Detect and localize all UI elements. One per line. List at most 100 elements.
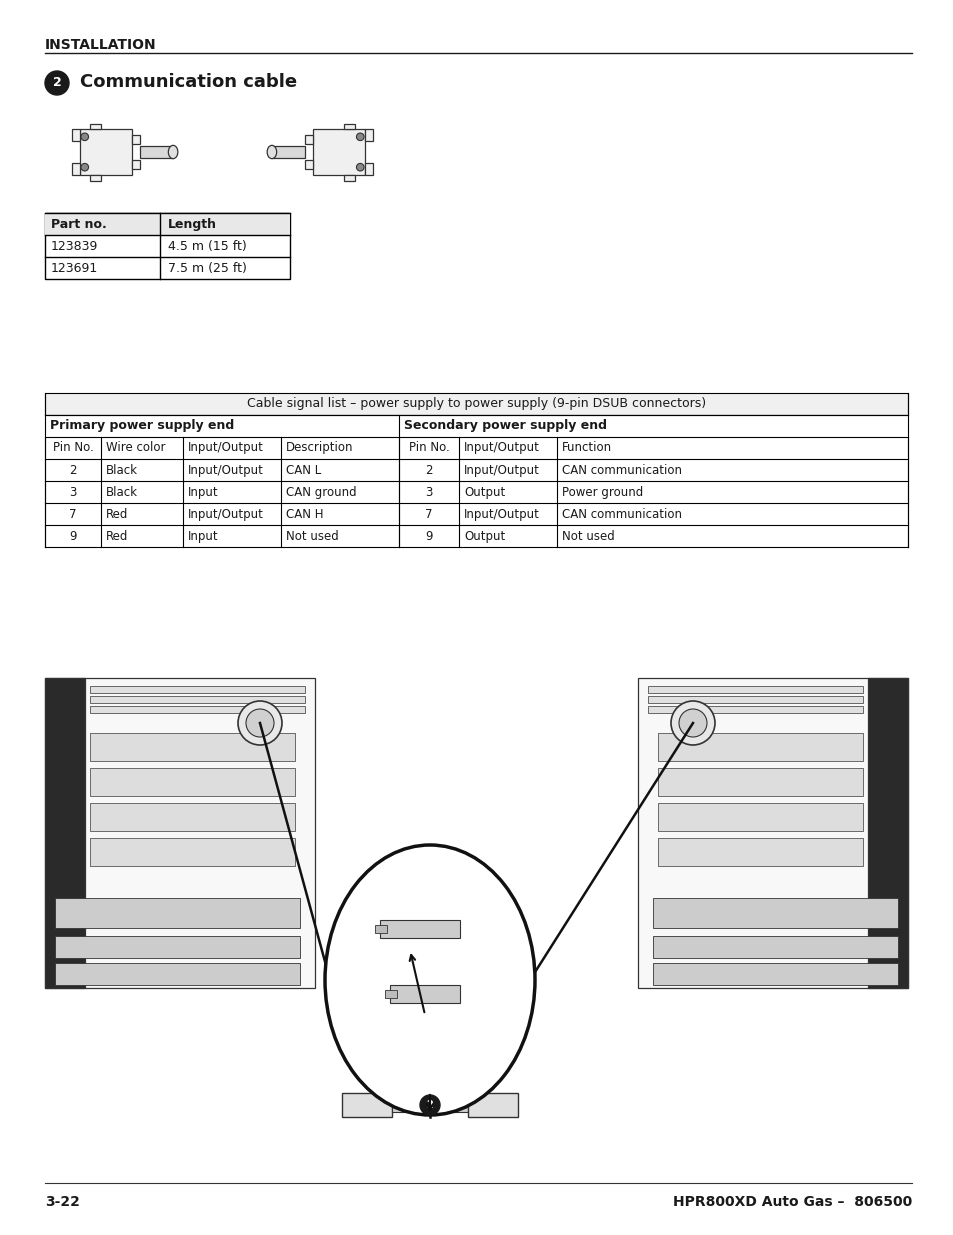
Text: Part no.: Part no. [51, 219, 107, 231]
Bar [272, 146, 305, 158]
Bar [45, 212, 290, 279]
Bar [45, 212, 290, 235]
Bar [652, 936, 897, 958]
Bar [90, 706, 305, 713]
Text: CAN communication: CAN communication [561, 464, 681, 477]
Bar [647, 697, 862, 703]
Text: Cable signal list – power supply to power supply (9-pin DSUB connectors): Cable signal list – power supply to powe… [247, 396, 705, 410]
Text: Input/Output: Input/Output [463, 464, 539, 477]
Text: Input/Output: Input/Output [188, 464, 264, 477]
Bar [647, 706, 862, 713]
Bar [45, 678, 85, 988]
Text: Secondary power supply end: Secondary power supply end [403, 419, 606, 432]
Bar [658, 734, 862, 761]
Text: CAN communication: CAN communication [561, 508, 681, 521]
Bar [652, 898, 897, 927]
Bar [867, 678, 907, 988]
Text: Black: Black [106, 464, 138, 477]
Circle shape [356, 133, 364, 141]
Bar [313, 130, 365, 175]
Bar [305, 135, 313, 144]
Text: Input/Output: Input/Output [463, 441, 539, 454]
Bar [365, 130, 373, 141]
Circle shape [356, 163, 364, 170]
Bar [658, 803, 862, 831]
Text: 4.5 m (15 ft): 4.5 m (15 ft) [168, 240, 247, 253]
Circle shape [237, 701, 282, 745]
Bar [140, 146, 172, 158]
Bar [90, 685, 305, 693]
Bar [448, 1098, 468, 1112]
Text: Pin No.: Pin No. [408, 441, 449, 454]
Circle shape [679, 709, 706, 737]
Bar [55, 936, 299, 958]
Bar [658, 839, 862, 866]
Bar [45, 678, 314, 988]
Bar [90, 768, 294, 797]
Circle shape [81, 133, 89, 141]
Text: Wire color: Wire color [106, 441, 165, 454]
Ellipse shape [267, 146, 276, 158]
Text: 2: 2 [52, 77, 61, 89]
Bar [90, 124, 101, 130]
Bar [45, 415, 398, 437]
Bar [305, 159, 313, 169]
Bar [72, 130, 80, 141]
Text: 7: 7 [425, 508, 433, 521]
Bar [45, 393, 907, 415]
Bar [638, 678, 907, 988]
Bar [468, 1093, 517, 1116]
Text: 3: 3 [425, 487, 433, 499]
Circle shape [45, 70, 69, 95]
Text: Input/Output: Input/Output [188, 508, 264, 521]
Bar [647, 685, 862, 693]
Text: 3-22: 3-22 [45, 1195, 80, 1209]
Text: Not used: Not used [561, 530, 614, 543]
Text: Red: Red [106, 530, 129, 543]
Text: Output: Output [463, 530, 505, 543]
Circle shape [246, 709, 274, 737]
Bar [90, 734, 294, 761]
Text: CAN L: CAN L [286, 464, 321, 477]
Bar [80, 130, 132, 175]
Bar [90, 697, 305, 703]
Text: Primary power supply end: Primary power supply end [50, 419, 234, 432]
Bar [379, 920, 459, 939]
Bar [390, 986, 459, 1003]
Bar [341, 1093, 392, 1116]
Text: 7.5 m (25 ft): 7.5 m (25 ft) [168, 262, 247, 275]
Text: 7: 7 [70, 508, 76, 521]
Bar [344, 175, 355, 180]
Bar [652, 963, 897, 986]
Bar [385, 990, 396, 998]
Text: Output: Output [463, 487, 505, 499]
Ellipse shape [168, 146, 177, 158]
Text: 9: 9 [425, 530, 433, 543]
Text: 9: 9 [70, 530, 76, 543]
Bar [398, 415, 907, 437]
Ellipse shape [325, 845, 535, 1115]
Text: 3: 3 [70, 487, 76, 499]
Bar [344, 124, 355, 130]
Text: Pin No.: Pin No. [52, 441, 93, 454]
Bar [90, 839, 294, 866]
Text: 2: 2 [426, 1100, 433, 1110]
Text: Function: Function [561, 441, 612, 454]
Bar [90, 175, 101, 180]
Bar [132, 159, 140, 169]
Bar [55, 963, 299, 986]
Bar [90, 803, 294, 831]
Bar [375, 925, 387, 932]
Text: CAN ground: CAN ground [286, 487, 356, 499]
Text: Input/Output: Input/Output [463, 508, 539, 521]
Text: Input: Input [188, 487, 218, 499]
Text: Input: Input [188, 530, 218, 543]
Text: 2: 2 [425, 464, 433, 477]
Text: Red: Red [106, 508, 129, 521]
Circle shape [419, 1095, 439, 1115]
Circle shape [670, 701, 714, 745]
Bar [412, 1099, 448, 1112]
Text: Length: Length [168, 219, 216, 231]
Circle shape [81, 163, 89, 170]
Text: 123691: 123691 [51, 262, 98, 275]
